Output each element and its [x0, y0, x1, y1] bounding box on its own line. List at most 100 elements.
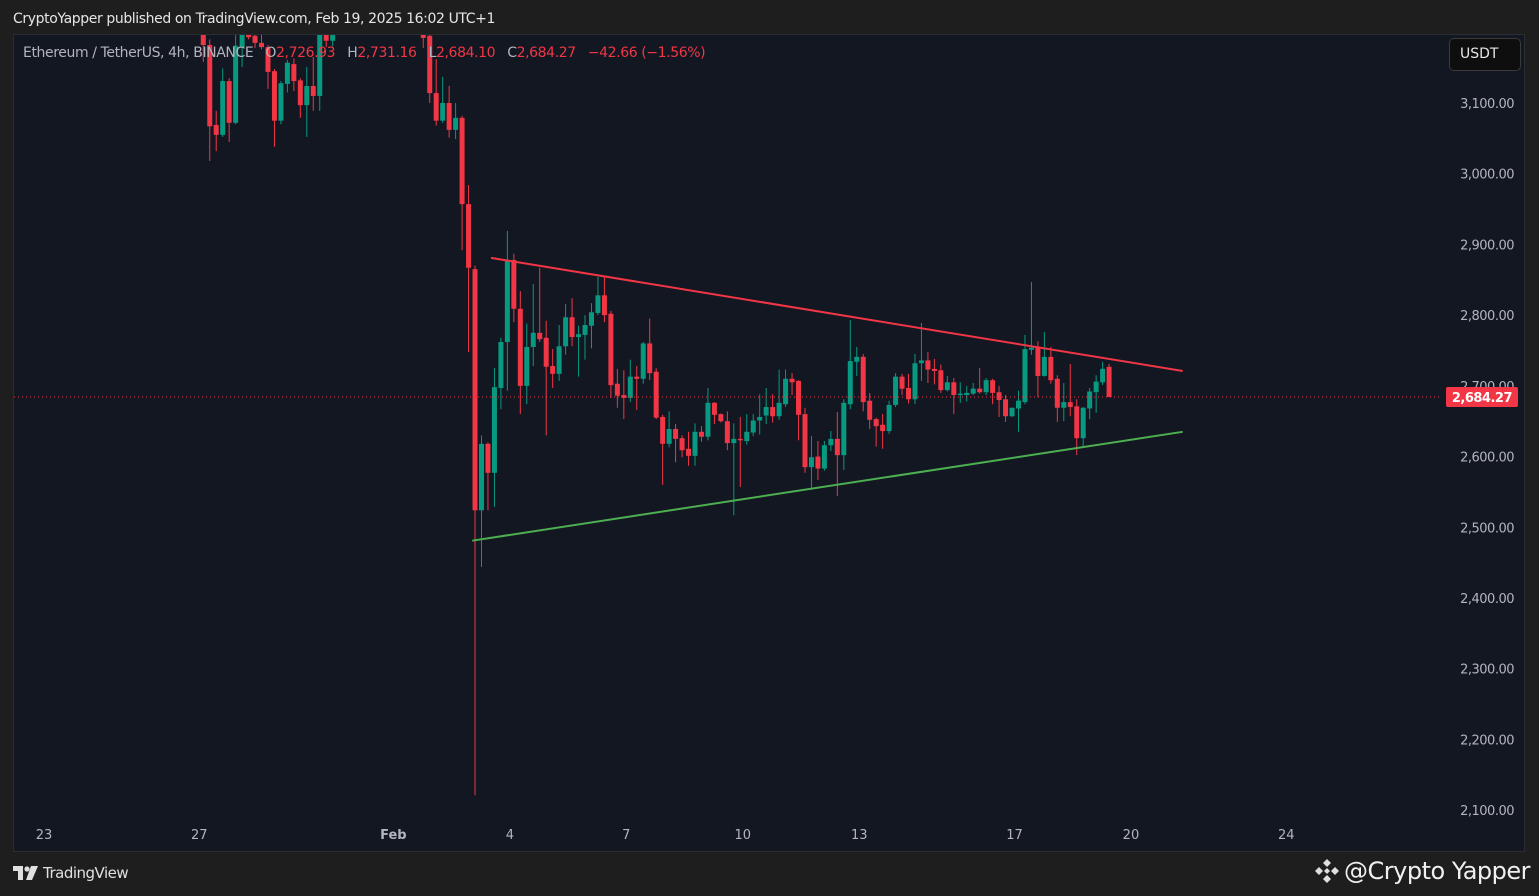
candle[interactable] — [647, 318, 653, 381]
candle[interactable] — [815, 440, 821, 480]
candle[interactable] — [770, 394, 776, 423]
candle[interactable] — [860, 354, 866, 412]
candle[interactable] — [737, 416, 743, 487]
candle[interactable] — [433, 59, 439, 126]
candle[interactable] — [317, 11, 323, 111]
candle[interactable] — [252, 25, 258, 48]
candle[interactable] — [271, 69, 277, 147]
candle[interactable] — [666, 411, 672, 448]
resistance-trendline[interactable] — [490, 256, 1183, 372]
candle[interactable] — [808, 436, 814, 488]
candle[interactable] — [576, 325, 582, 377]
candle[interactable] — [763, 387, 769, 425]
candle[interactable] — [938, 364, 944, 393]
candle[interactable] — [660, 414, 666, 485]
candle[interactable] — [504, 230, 510, 391]
candle[interactable] — [977, 368, 983, 394]
candle[interactable] — [880, 414, 886, 449]
candle[interactable] — [931, 358, 937, 385]
candle[interactable] — [834, 412, 840, 497]
candle[interactable] — [453, 103, 459, 140]
candle[interactable] — [530, 284, 536, 367]
candle[interactable] — [550, 349, 556, 388]
candle[interactable] — [1054, 375, 1060, 422]
candle[interactable] — [1028, 281, 1034, 355]
candle[interactable] — [239, 11, 245, 67]
candle[interactable] — [226, 78, 232, 142]
candle[interactable] — [750, 414, 756, 437]
candle[interactable] — [886, 400, 892, 434]
candle[interactable] — [601, 276, 607, 323]
candle[interactable] — [912, 354, 918, 405]
currency-button[interactable]: USDT — [1449, 38, 1521, 71]
candle[interactable] — [899, 373, 905, 396]
candle[interactable] — [640, 341, 646, 384]
candle[interactable] — [485, 442, 491, 511]
candle[interactable] — [711, 402, 717, 425]
candle[interactable] — [200, 4, 206, 62]
candle[interactable] — [265, 45, 271, 89]
candle[interactable] — [854, 346, 860, 376]
candle[interactable] — [207, 39, 213, 161]
candle[interactable] — [698, 426, 704, 442]
candle[interactable] — [1100, 361, 1106, 386]
candle[interactable] — [213, 110, 219, 152]
candle[interactable] — [776, 369, 782, 420]
candle[interactable] — [1009, 407, 1015, 417]
candle[interactable] — [944, 375, 950, 392]
candle[interactable] — [692, 423, 698, 466]
candle[interactable] — [828, 431, 834, 451]
candle[interactable] — [524, 323, 530, 405]
candle[interactable] — [517, 291, 523, 415]
candle[interactable] — [511, 253, 517, 323]
candle[interactable] — [569, 298, 575, 347]
candle[interactable] — [1106, 363, 1112, 398]
candle[interactable] — [783, 369, 789, 408]
candle[interactable] — [724, 411, 730, 451]
candle[interactable] — [925, 351, 931, 384]
candle[interactable] — [634, 366, 640, 410]
candle[interactable] — [330, 18, 336, 47]
candle[interactable] — [440, 76, 446, 123]
candle[interactable] — [686, 431, 692, 466]
candle[interactable] — [821, 440, 827, 471]
candle[interactable] — [679, 435, 685, 458]
candle[interactable] — [543, 320, 549, 436]
candle[interactable] — [673, 424, 679, 463]
candle[interactable] — [278, 81, 284, 125]
candle[interactable] — [537, 267, 543, 342]
candle[interactable] — [841, 399, 847, 470]
candle[interactable] — [472, 265, 478, 796]
candle[interactable] — [595, 276, 601, 316]
candle[interactable] — [802, 407, 808, 473]
chart-pane[interactable] — [13, 34, 1525, 852]
candle[interactable] — [847, 320, 853, 410]
candle[interactable] — [556, 325, 562, 381]
candle[interactable] — [1048, 346, 1054, 384]
candle[interactable] — [621, 370, 627, 420]
candle[interactable] — [588, 303, 594, 349]
candle[interactable] — [789, 373, 795, 396]
candle[interactable] — [990, 378, 996, 405]
candle[interactable] — [796, 380, 802, 441]
candle[interactable] — [627, 359, 633, 403]
candle[interactable] — [996, 385, 1002, 417]
candle[interactable] — [220, 68, 226, 137]
candle[interactable] — [957, 382, 963, 403]
candle[interactable] — [323, 15, 329, 48]
candle[interactable] — [970, 383, 976, 396]
candle[interactable] — [653, 368, 659, 420]
candle[interactable] — [304, 66, 310, 137]
candle[interactable] — [757, 394, 763, 435]
candle[interactable] — [1080, 407, 1086, 447]
support-trendline[interactable] — [472, 430, 1183, 542]
candle[interactable] — [1022, 334, 1028, 405]
candle[interactable] — [1074, 399, 1080, 456]
candle[interactable] — [614, 368, 620, 408]
candle[interactable] — [964, 385, 970, 402]
candle[interactable] — [608, 310, 614, 398]
candle[interactable] — [459, 115, 465, 251]
candle[interactable] — [427, 29, 433, 103]
candle[interactable] — [906, 373, 912, 404]
candle[interactable] — [1087, 387, 1093, 420]
